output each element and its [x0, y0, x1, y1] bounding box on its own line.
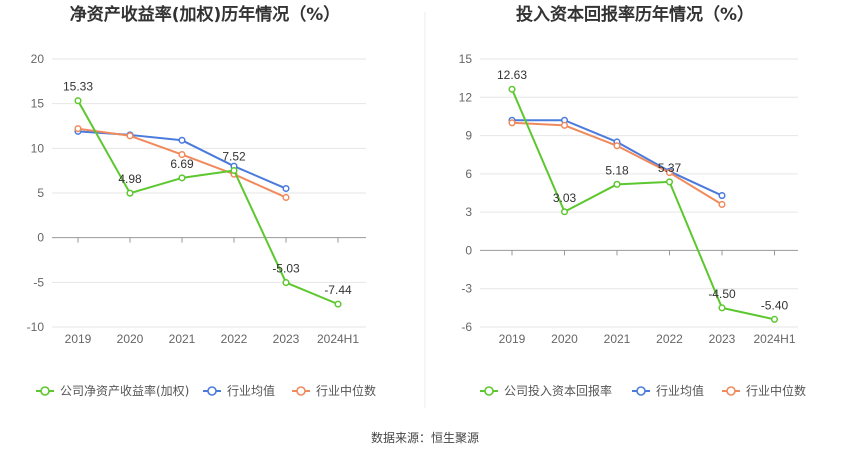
source-note: 数据来源：恒生聚源	[370, 431, 479, 445]
legend-marker-company	[40, 386, 50, 396]
x-tick-label: 2023	[709, 332, 736, 346]
data-point-industry_median	[718, 200, 726, 209]
y-tick-label: 3	[465, 205, 472, 219]
x-tick-label: 2024H1	[753, 332, 795, 346]
data-point-company	[718, 304, 726, 312]
legend-label: 行业中位数	[316, 383, 376, 398]
data-label: -5.03	[272, 262, 300, 276]
legend-marker-industry_avg	[207, 386, 217, 396]
y-tick-label: 6	[465, 167, 472, 181]
data-point-company	[613, 180, 621, 188]
data-point-company	[178, 174, 186, 182]
series-line-company	[511, 88, 775, 321]
data-point-company	[126, 189, 134, 197]
data-label: -4.50	[708, 287, 736, 301]
legend-marker-company	[484, 386, 494, 396]
legend-label: 公司净资产收益率(加权)	[60, 383, 189, 398]
data-point-company	[334, 300, 342, 308]
data-point-industry_median	[560, 121, 569, 129]
data-point-industry_median	[178, 151, 186, 159]
chart-panel-2: 投入资本回报率历年情况（%） -6 -3 0 3 6 9 12 15 2019 2020 2021 20…	[459, 4, 806, 398]
y-tick-label: -3	[461, 282, 472, 296]
x-tick-label: 2021	[169, 332, 196, 346]
data-point-industry_median	[665, 169, 674, 177]
y-tick-label: 9	[465, 129, 472, 143]
data-point-industry_avg	[718, 192, 726, 200]
data-label: 4.98	[118, 172, 142, 186]
y-tick-label: 12	[459, 90, 473, 104]
data-label: 3.03	[553, 191, 577, 205]
x-tick-label: 2022	[221, 332, 248, 346]
y-tick-label: 15	[31, 97, 45, 111]
y-tick-label: 0	[465, 243, 472, 257]
y-tick-label: 10	[31, 141, 45, 155]
x-tick-label: 2024H1	[317, 332, 359, 346]
x-tick-label: 2022	[656, 332, 683, 346]
y-tick-label: 5	[37, 186, 44, 200]
data-point-industry_median	[508, 119, 516, 127]
y-tick-label: 15	[459, 52, 473, 66]
data-label: -5.40	[761, 298, 789, 312]
y-tick-label: -6	[461, 320, 472, 334]
data-point-industry_avg	[178, 136, 186, 144]
data-point-industry_median	[74, 125, 82, 133]
series-line-company	[77, 100, 339, 306]
chart-title: 净资产收益率(加权)历年情况（%）	[70, 4, 341, 25]
x-tick-label: 2020	[117, 332, 144, 346]
data-label: 12.63	[497, 68, 527, 82]
data-point-company	[665, 178, 674, 186]
legend-label: 公司投入资本回报率	[504, 383, 612, 398]
data-point-industry_avg	[282, 184, 290, 193]
data-label: 6.69	[170, 157, 194, 171]
x-tick-label: 2019	[65, 332, 92, 346]
data-point-company	[560, 208, 569, 216]
data-point-company	[230, 166, 238, 175]
data-label: 7.52	[222, 149, 246, 163]
legend-label: 行业均值	[656, 383, 704, 398]
data-point-company	[770, 315, 779, 323]
x-tick-label: 2020	[551, 332, 578, 346]
legend-marker-industry_avg	[636, 386, 646, 396]
legend-label: 行业中位数	[746, 383, 806, 398]
y-tick-label: 0	[37, 231, 44, 245]
data-point-company	[508, 85, 516, 93]
data-label: 5.37	[658, 161, 682, 175]
chart-title: 投入资本回报率历年情况（%）	[516, 4, 754, 25]
data-point-industry_median	[282, 193, 290, 202]
x-tick-label: 2023	[273, 332, 300, 346]
data-point-company	[74, 97, 82, 105]
y-tick-label: -10	[27, 320, 45, 334]
data-point-industry_median	[126, 132, 134, 140]
data-point-industry_median	[613, 142, 621, 150]
x-tick-label: 2021	[604, 332, 631, 346]
legend-marker-industry_median	[726, 386, 736, 396]
data-label: 5.18	[605, 163, 629, 177]
y-tick-label: -5	[33, 275, 44, 289]
y-tick-label: 20	[31, 52, 45, 66]
data-point-company	[282, 279, 290, 287]
chart-panel-1: 净资产收益率(加权)历年情况（%） -10 -5 0 5 10 15 20 2019 2020 20…	[27, 4, 376, 398]
data-label: -7.44	[324, 283, 352, 297]
legend-label: 行业均值	[227, 383, 275, 398]
legend-marker-industry_median	[296, 386, 306, 396]
data-label: 15.33	[63, 80, 93, 94]
x-tick-label: 2019	[499, 332, 526, 346]
